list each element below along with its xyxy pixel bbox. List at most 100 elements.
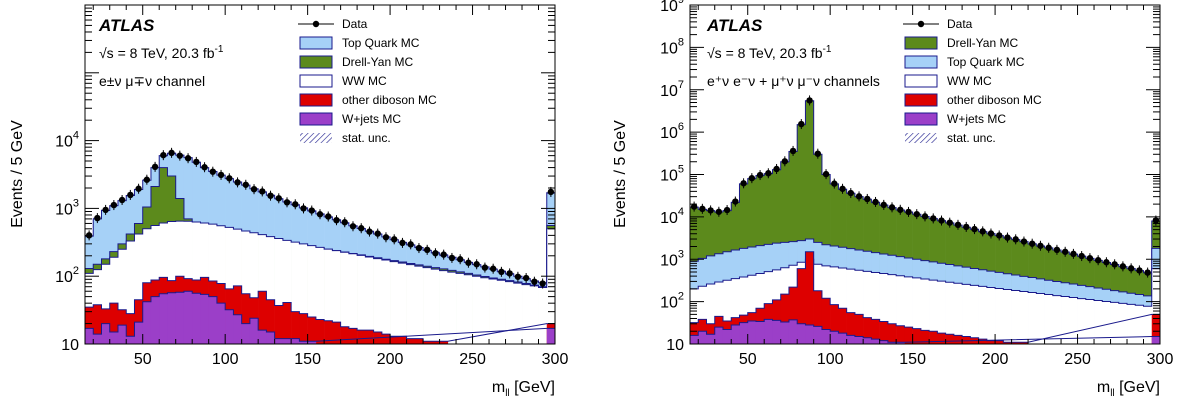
right-bar-other-diboson-mc <box>887 323 897 344</box>
left-bar-w-jets-mc <box>192 293 201 344</box>
left-legend-entry-top-quark-mc: Top Quark MC <box>299 36 420 50</box>
right-bar-other-diboson-mc <box>871 319 880 344</box>
left-bar-w-jets-mc <box>109 332 119 344</box>
left-data-point <box>374 230 381 237</box>
left-bar-w-jets-mc <box>150 296 160 344</box>
right-legend-label: other diboson MC <box>947 93 1042 107</box>
right-bar-ww-mc <box>986 287 996 344</box>
right-bar-ww-mc <box>838 268 847 344</box>
left-bar-ww-mc <box>513 283 523 344</box>
left-data-point <box>481 264 489 271</box>
right-y-tick-label: 107 <box>660 79 684 100</box>
left-bar-ww-mc <box>291 242 300 344</box>
right-bar-w-jets-mc <box>830 331 839 344</box>
left-y-tick-label: 102 <box>55 265 79 286</box>
right-data-point <box>855 193 863 200</box>
right-bar-other-diboson-mc <box>780 294 790 344</box>
left-bar-other-diboson-mc <box>307 317 317 344</box>
left-bar-ww-mc <box>307 245 317 344</box>
right-data-point <box>732 198 739 205</box>
left-data-point <box>498 268 505 276</box>
right-bar-ww-mc <box>739 277 749 344</box>
left-bar-ww-mc <box>101 264 111 344</box>
right-bar-ww-mc <box>978 286 988 344</box>
left-data-point <box>382 234 390 241</box>
right-bar-other-diboson-mc <box>904 327 913 344</box>
right-bar-other-diboson-mc <box>821 298 831 344</box>
right-x-tick-label: 150 <box>899 351 926 368</box>
left-bar-w-jets-mc <box>167 292 177 344</box>
left-bar-w-jets-mc <box>117 325 127 344</box>
right-bar-other-diboson-mc <box>830 304 839 344</box>
left-data-point <box>415 244 423 252</box>
right-data-point <box>888 204 896 211</box>
left-outline-other-diboson-mc <box>84 275 556 344</box>
left-bar-ww-mc <box>332 250 341 344</box>
right-data-point <box>1103 259 1110 266</box>
left-bar-ww-mc <box>282 240 292 344</box>
right-data-point <box>913 210 920 218</box>
right-bar-ww-mc <box>722 280 732 344</box>
left-legend-label: Drell-Yan MC <box>342 55 413 69</box>
right-bar-drell-yan-mc <box>805 100 814 344</box>
right-bar-ww-mc <box>912 277 922 344</box>
left-data-point <box>143 176 151 183</box>
right-bar-w-jets-mc <box>731 325 740 344</box>
right-data-point <box>1028 240 1036 247</box>
right-chart-panel: 50 100 150 200 250 300 10 102 103 104 105 106 107 108… <box>612 0 1173 399</box>
left-bar-other-diboson-mc <box>85 307 94 344</box>
right-stack-bars <box>689 100 1161 344</box>
left-data-point <box>456 256 464 263</box>
right-outline-other-diboson-mc <box>689 251 1161 344</box>
right-bar-ww-mc <box>1151 268 1161 344</box>
left-data-point <box>316 211 324 218</box>
left-legend: Data Top Quark MC Drell-Yan MC WW MC other d… <box>298 17 437 145</box>
left-legend-swatch <box>299 112 333 126</box>
right-data-point <box>897 206 904 213</box>
right-y-tick-label: 104 <box>660 206 684 227</box>
left-data-point <box>283 199 291 206</box>
left-data-point <box>184 155 192 162</box>
right-y-tick-label: 10 <box>666 337 684 354</box>
right-bar-ww-mc <box>1102 301 1111 344</box>
left-x-tick-label: 150 <box>294 351 321 368</box>
right-bar-other-diboson-mc <box>805 251 814 344</box>
left-bar-other-diboson-mc <box>406 338 416 344</box>
left-data-point <box>242 181 249 188</box>
left-data-point <box>193 158 200 166</box>
left-bar-w-jets-mc <box>258 330 267 344</box>
left-bar-ww-mc <box>249 232 259 344</box>
left-y-tick-label: 103 <box>55 197 79 218</box>
right-legend-swatch <box>904 93 938 107</box>
right-data-point <box>1070 250 1077 258</box>
left-data-point <box>349 223 357 230</box>
right-bar-other-diboson-mc <box>813 290 823 344</box>
right-data-point <box>938 217 945 224</box>
right-bar-ww-mc <box>854 270 864 344</box>
left-data-point <box>325 213 332 220</box>
right-bar-ww-mc <box>904 276 913 344</box>
right-bar-w-jets-mc <box>1151 336 1161 344</box>
right-bar-other-diboson-mc <box>838 308 847 344</box>
left-axis-ticks: 50 100 150 200 250 300 10 102 103 104 <box>55 5 568 368</box>
left-bar-other-diboson-mc <box>282 302 292 344</box>
left-bar-ww-mc <box>126 241 135 344</box>
right-x-tick-label: 200 <box>982 351 1009 368</box>
left-bar-w-jets-mc <box>291 338 300 344</box>
right-data-point <box>905 208 912 216</box>
left-bar-other-diboson-mc <box>398 336 407 344</box>
right-data-point <box>872 198 879 206</box>
left-bar-ww-mc <box>266 236 275 344</box>
right-bar-ww-mc <box>1135 305 1144 344</box>
left-data-point <box>423 246 431 254</box>
right-legend-label: stat. unc. <box>947 131 996 145</box>
left-bar-w-jets-mc <box>85 328 94 344</box>
right-bar-other-diboson-mc <box>854 314 864 344</box>
left-bar-ww-mc <box>390 261 399 344</box>
right-data-point <box>1045 244 1052 251</box>
right-data-point <box>954 221 962 229</box>
left-legend-label: Top Quark MC <box>342 36 420 50</box>
right-data-point <box>1136 267 1143 274</box>
right-bar-ww-mc <box>871 272 880 344</box>
left-x-tick-label: 50 <box>134 351 152 368</box>
